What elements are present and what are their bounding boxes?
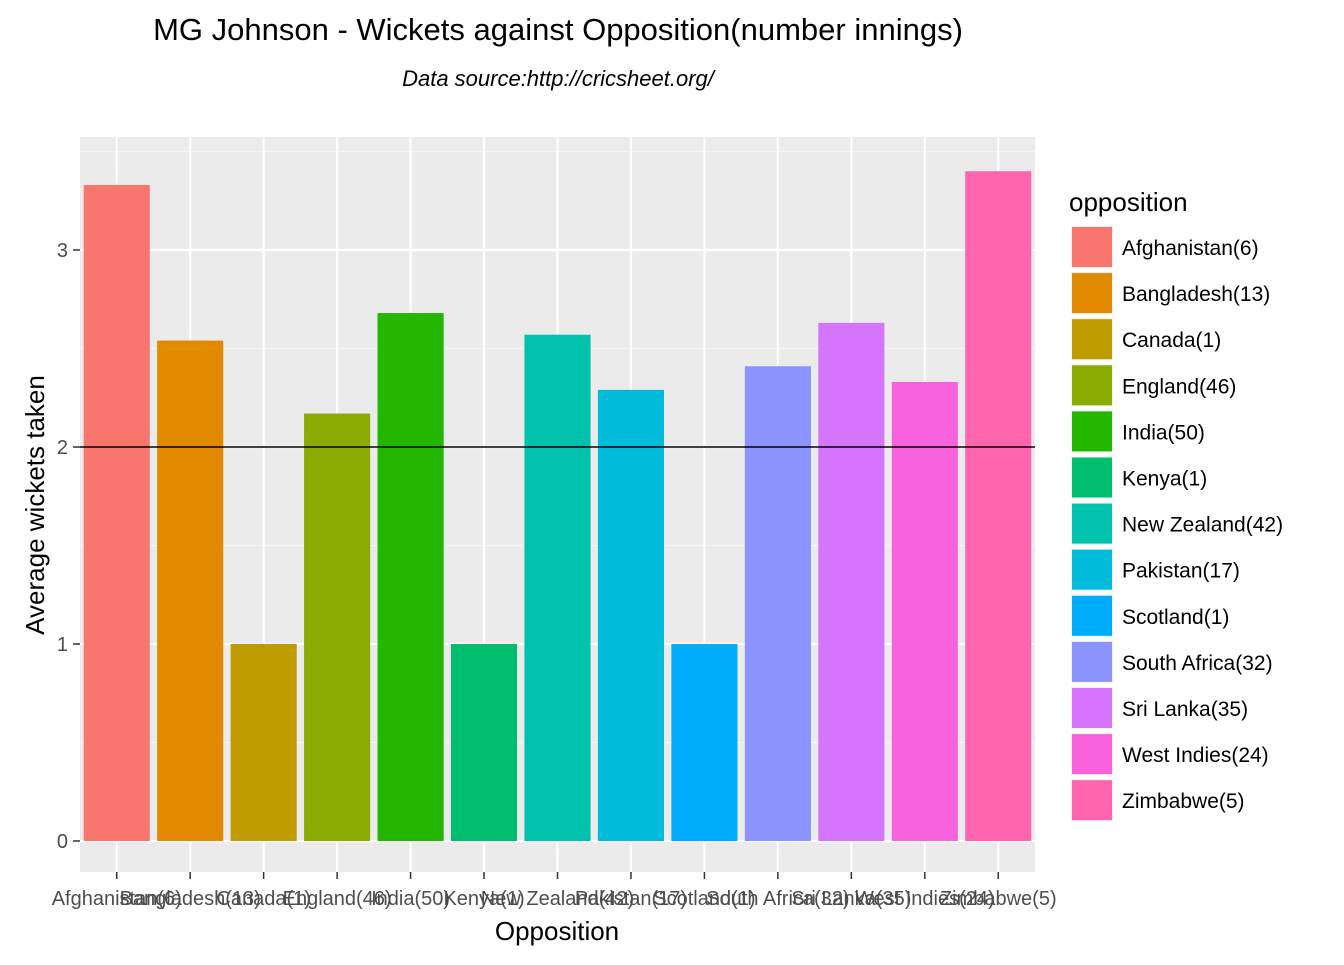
legend-key (1072, 780, 1112, 821)
legend-key (1072, 734, 1112, 775)
legend-label: Kenya(1) (1122, 468, 1207, 491)
bar-bangladesh (157, 340, 224, 841)
legend-label: Sri Lanka(35) (1122, 698, 1248, 721)
legend-key (1072, 273, 1112, 314)
y-tick-label: 3 (57, 240, 68, 262)
bar-west-indies (891, 381, 958, 841)
x-tick-label: Afghanistan(6) (52, 888, 182, 910)
chart-title: MG Johnson - Wickets against Opposition(… (153, 12, 963, 47)
x-tick-label: West Indies(24) (855, 888, 995, 910)
legend-label: Bangladesh(13) (1122, 283, 1270, 306)
bar-kenya (450, 644, 518, 841)
legend-items: Afghanistan(6) Bangladesh(13) Canada(1) Eng… (1071, 226, 1283, 822)
x-tick-label: Pakistan(17) (575, 888, 687, 910)
y-tick-label: 0 (57, 831, 68, 853)
legend-label: Canada(1) (1122, 329, 1221, 352)
bar-scotland (671, 644, 738, 841)
bar-canada (230, 644, 297, 841)
bar-pakistan (597, 389, 665, 841)
bar-sri-lanka (818, 322, 885, 841)
y-tick-label: 1 (57, 634, 68, 656)
y-tick-label: 2 (57, 437, 68, 459)
x-tick-label: England(46) (283, 888, 392, 910)
x-axis-title: Opposition (495, 916, 619, 946)
x-axis: Afghanistan(6)Bangladesh(13)Canada(1)Eng… (52, 872, 1057, 910)
legend-key (1072, 688, 1112, 728)
legend-label: Afghanistan(6) (1122, 237, 1259, 260)
legend-label: Scotland(1) (1122, 606, 1229, 629)
legend-label: West Indies(24) (1122, 744, 1269, 767)
x-tick-label: Canada(1) (216, 888, 311, 910)
chart-subtitle: Data source:http://cricsheet.org/ (402, 66, 716, 91)
bars (83, 171, 1032, 842)
x-tick-label: Kenya(1) (443, 888, 524, 910)
legend-key (1072, 595, 1112, 636)
legend-key (1072, 411, 1112, 452)
legend-label: Zimbabwe(5) (1122, 790, 1245, 813)
y-axis: 0 1 2 3 (57, 240, 80, 853)
y-axis-title: Average wickets taken (20, 375, 50, 635)
legend-label: South Africa(32) (1122, 652, 1273, 675)
legend-key (1072, 319, 1112, 360)
bar-afghanistan (83, 184, 150, 842)
x-tick-label: India(50) (371, 888, 450, 910)
x-tick-label: Sri Lanka(35) (791, 888, 911, 910)
x-tick-label: Bangladesh(13) (120, 888, 261, 910)
legend-key (1072, 457, 1112, 498)
legend-label: England(46) (1122, 375, 1236, 398)
bar-south-africa (744, 366, 811, 841)
x-tick-label: New Zealand(42) (481, 888, 634, 910)
legend-label: India(50) (1122, 421, 1205, 444)
x-tick-label: South Africa(32) (706, 888, 849, 910)
legend-key (1072, 503, 1112, 544)
bar-england (304, 413, 371, 841)
x-tick-label: Zimbabwe(5) (940, 888, 1057, 910)
bar-india (377, 313, 444, 841)
legend-key (1072, 641, 1112, 682)
legend-key (1072, 549, 1112, 590)
bar-new-zealand (524, 334, 591, 841)
bar-zimbabwe (965, 171, 1032, 841)
x-tick-label: Scotland(1) (653, 888, 755, 910)
legend-key (1072, 365, 1112, 406)
legend: opposition Afghanistan(6) Bangladesh(13) C… (1069, 187, 1283, 822)
legend-key (1072, 227, 1112, 267)
legend-title: opposition (1069, 187, 1188, 217)
legend-label: Pakistan(17) (1122, 560, 1240, 583)
legend-label: New Zealand(42) (1122, 514, 1283, 537)
